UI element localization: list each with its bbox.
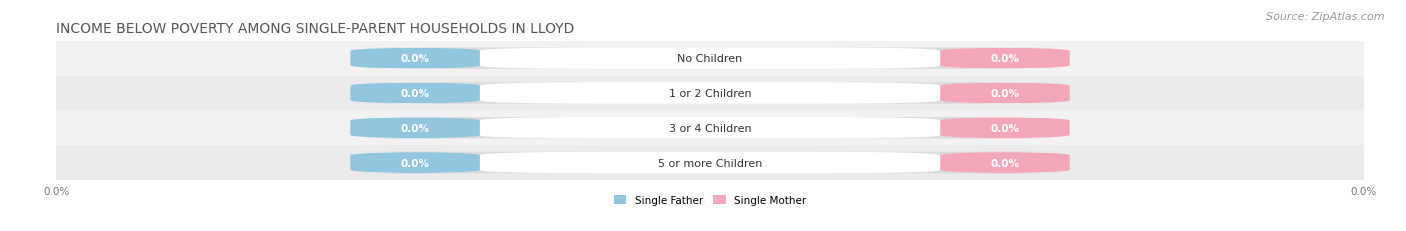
Bar (56, 76, 1364, 111)
Text: 0.0%: 0.0% (401, 88, 430, 99)
FancyBboxPatch shape (349, 83, 481, 104)
Text: 0.0%: 0.0% (990, 158, 1019, 168)
FancyBboxPatch shape (939, 118, 1071, 139)
FancyBboxPatch shape (479, 152, 941, 174)
Text: 0.0%: 0.0% (401, 158, 430, 168)
FancyBboxPatch shape (349, 152, 481, 174)
FancyBboxPatch shape (350, 83, 1070, 104)
Text: Source: ZipAtlas.com: Source: ZipAtlas.com (1267, 12, 1385, 21)
Text: 0.0%: 0.0% (990, 54, 1019, 64)
Bar (56, 42, 1364, 76)
FancyBboxPatch shape (350, 118, 1070, 139)
Text: 5 or more Children: 5 or more Children (658, 158, 762, 168)
FancyBboxPatch shape (479, 83, 941, 104)
Legend: Single Father, Single Mother: Single Father, Single Mother (614, 195, 806, 206)
Text: 1 or 2 Children: 1 or 2 Children (669, 88, 751, 99)
Text: 0.0%: 0.0% (990, 88, 1019, 99)
FancyBboxPatch shape (349, 118, 481, 139)
FancyBboxPatch shape (939, 48, 1071, 70)
FancyBboxPatch shape (939, 152, 1071, 174)
FancyBboxPatch shape (349, 48, 481, 70)
Bar (56, 111, 1364, 146)
Bar (56, 146, 1364, 180)
Text: 3 or 4 Children: 3 or 4 Children (669, 123, 751, 133)
Text: No Children: No Children (678, 54, 742, 64)
FancyBboxPatch shape (479, 118, 941, 139)
FancyBboxPatch shape (350, 48, 1070, 70)
FancyBboxPatch shape (939, 83, 1071, 104)
Text: INCOME BELOW POVERTY AMONG SINGLE-PARENT HOUSEHOLDS IN LLOYD: INCOME BELOW POVERTY AMONG SINGLE-PARENT… (56, 22, 575, 36)
Text: 0.0%: 0.0% (401, 123, 430, 133)
Text: 0.0%: 0.0% (990, 123, 1019, 133)
FancyBboxPatch shape (479, 48, 941, 70)
FancyBboxPatch shape (350, 152, 1070, 174)
Text: 0.0%: 0.0% (401, 54, 430, 64)
